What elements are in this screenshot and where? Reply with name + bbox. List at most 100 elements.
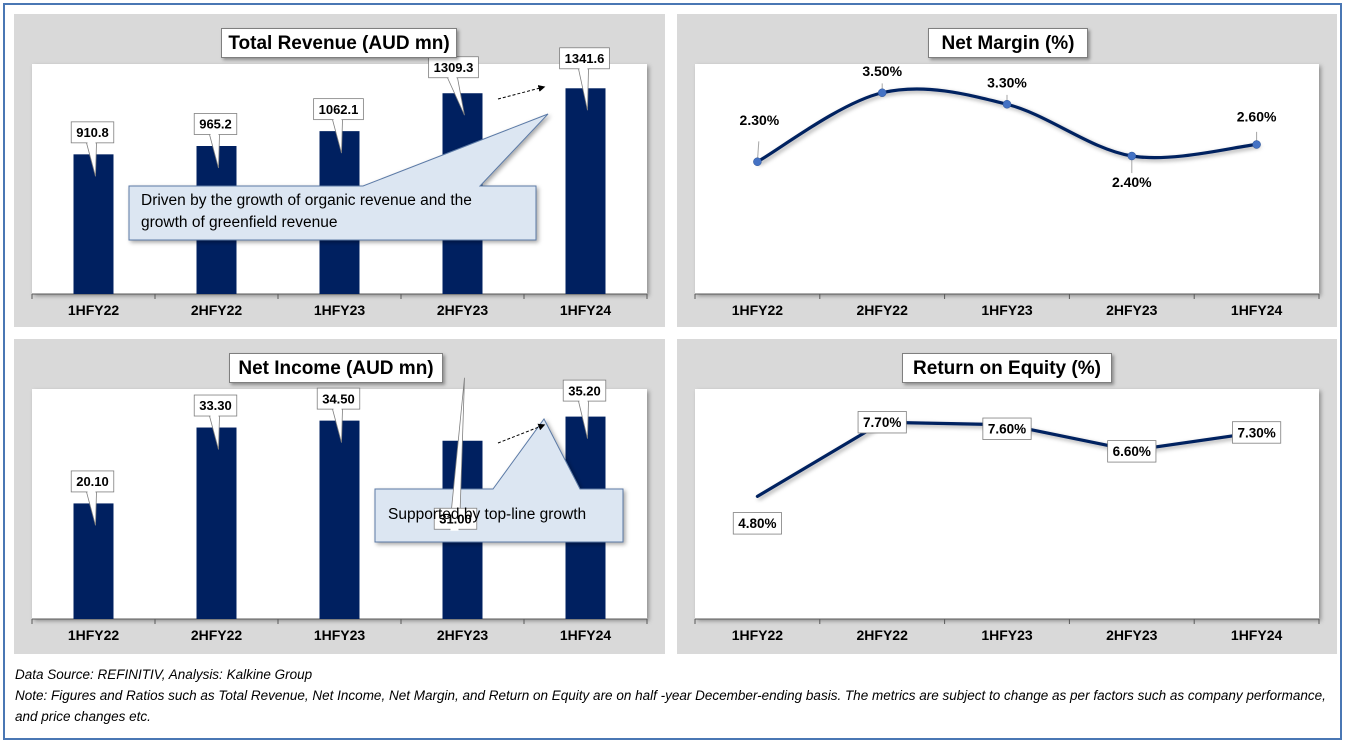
trend-arrow — [497, 423, 546, 444]
data-label-group: 4.80% — [732, 512, 782, 535]
trend-arrow — [497, 85, 546, 100]
data-label-pointer-join — [448, 76, 457, 80]
data-label: 4.80% — [738, 516, 776, 531]
x-tick-label: 2HFY22 — [857, 302, 909, 318]
x-tick-label: 1HFY23 — [981, 302, 1033, 318]
net-income-chart: 1HFY22 2HFY22 1HFY23 2HFY23 1HFY24 20.10 33.30… — [31, 377, 648, 643]
data-label-pointer-join — [579, 399, 588, 403]
data-label-box — [857, 411, 907, 434]
data-label-group: 1309.3 — [428, 56, 479, 116]
data-label: 1062.1 — [319, 102, 359, 117]
data-label-pointer-join — [210, 414, 219, 418]
data-label: 3.30% — [987, 74, 1027, 90]
data-point — [1002, 100, 1012, 109]
data-label: 33.30 — [199, 398, 232, 413]
x-tick-label: 2HFY23 — [437, 302, 489, 318]
net-income-title: Net Income (AUD mn) — [229, 353, 443, 383]
x-tick-label: 1HFY24 — [1231, 627, 1283, 643]
total-revenue-chart: 1HFY22 2HFY22 1HFY23 2HFY23 1HFY24 910.8 965.2… — [31, 47, 648, 318]
data-label: 31.00 — [439, 511, 472, 526]
bar — [196, 427, 237, 619]
x-tick-label: 1HFY22 — [68, 627, 120, 643]
data-label-pointer-join — [87, 141, 96, 145]
data-label-box — [1107, 440, 1157, 463]
x-tick-label: 2HFY23 — [1106, 302, 1158, 318]
callout-shape — [128, 113, 549, 241]
x-tick-label: 1HFY23 — [981, 627, 1033, 643]
data-source: Data Source: REFINITIV, Analysis: Kalkin… — [15, 667, 313, 682]
income-callout-text: Supported by top-line growth — [388, 506, 587, 523]
data-label-group: 7.60% — [982, 417, 1032, 440]
x-tick-label: 1HFY24 — [560, 302, 612, 318]
x-tick-label: 1HFY24 — [1231, 302, 1283, 318]
data-label-pointer-join — [579, 67, 588, 71]
x-tick-label: 1HFY23 — [314, 627, 366, 643]
footer-note: Note: Figures and Ratios such as Total R… — [15, 688, 1326, 724]
data-label-group: 33.30 — [193, 394, 238, 450]
data-label: 35.20 — [568, 383, 601, 398]
data-point — [1252, 140, 1261, 149]
data-label: 6.60% — [1113, 444, 1151, 459]
x-tick-label: 2HFY22 — [191, 627, 243, 643]
net-margin-title: Net Margin (%) — [928, 28, 1088, 58]
net-margin-panel: 1HFY22 2HFY22 1HFY23 2HFY23 1HFY24 2.30% 3.50%… — [677, 14, 1337, 327]
x-tick-label: 2HFY22 — [191, 302, 243, 318]
x-tick-label: 1HFY22 — [732, 627, 784, 643]
x-tick-label: 2HFY23 — [437, 627, 489, 643]
data-point — [753, 157, 762, 166]
data-label-group: 1062.1 — [313, 98, 364, 154]
net-income-panel: 1HFY22 2HFY22 1HFY23 2HFY23 1HFY24 20.10 33.30… — [14, 339, 665, 654]
data-label-pointer-join — [87, 490, 96, 494]
data-label-group: 7.70% — [857, 411, 907, 434]
data-label-group: 6.60% — [1107, 440, 1157, 463]
data-label-pointer-join — [450, 527, 459, 531]
data-label: 1341.6 — [565, 51, 605, 66]
data-label-pointer-join — [333, 118, 342, 122]
roe-title: Return on Equity (%) — [902, 353, 1112, 383]
data-label: 965.2 — [199, 117, 232, 132]
x-tick-label: 1HFY22 — [732, 302, 784, 318]
data-label-box — [982, 417, 1032, 440]
bar — [319, 420, 360, 619]
roe-panel: 1HFY22 2HFY22 1HFY23 2HFY23 1HFY24 4.80% 7.70%… — [677, 339, 1337, 654]
data-label-group: 20.10 — [70, 470, 115, 526]
x-tick-label: 1HFY22 — [68, 302, 120, 318]
data-point — [1127, 151, 1137, 161]
data-label: 7.70% — [863, 415, 901, 430]
data-label-group: 1341.6 — [559, 47, 610, 111]
data-label-box — [732, 512, 782, 535]
data-label-pointer-join — [333, 407, 342, 411]
data-label: 7.60% — [988, 422, 1026, 437]
data-label-box — [1232, 421, 1282, 444]
bar — [73, 154, 114, 294]
total-revenue-panel: 1HFY22 2HFY22 1HFY23 2HFY23 1HFY24 910.8 965.2… — [14, 14, 665, 327]
data-label: 1309.3 — [434, 60, 474, 75]
data-label-group: 34.50 — [316, 387, 361, 443]
data-label: 2.60% — [1237, 109, 1277, 125]
data-label-pointer-join — [210, 133, 219, 137]
data-label: 3.50% — [862, 63, 902, 79]
data-label: 2.40% — [1112, 174, 1152, 190]
data-label: 7.30% — [1237, 425, 1275, 440]
bar — [73, 503, 114, 619]
data-point — [877, 88, 887, 97]
data-label: 2.30% — [740, 112, 780, 128]
x-tick-label: 1HFY23 — [314, 302, 366, 318]
roe-chart: 1HFY22 2HFY22 1HFY23 2HFY23 1HFY24 4.80% 7.70%… — [694, 389, 1320, 643]
data-label: 34.50 — [322, 391, 355, 406]
data-label-group: 31.00 — [433, 377, 478, 531]
x-tick-label: 2HFY22 — [857, 627, 909, 643]
data-label-group: 965.2 — [193, 113, 238, 169]
data-label-group: 7.30% — [1232, 421, 1282, 444]
footer: Data Source: REFINITIV, Analysis: Kalkin… — [15, 664, 1330, 727]
data-label-group: 35.20 — [562, 379, 607, 439]
net-margin-chart: 1HFY22 2HFY22 1HFY23 2HFY23 1HFY24 2.30% 3.50%… — [694, 63, 1320, 318]
data-label: 20.10 — [76, 474, 109, 489]
bar — [565, 88, 606, 295]
x-tick-label: 2HFY23 — [1106, 627, 1158, 643]
revenue-callout-text: Driven by the growth of organic revenue … — [141, 192, 472, 231]
data-label: 910.8 — [76, 125, 109, 140]
data-label-group: 910.8 — [70, 121, 115, 177]
total-revenue-title: Total Revenue (AUD mn) — [221, 28, 457, 58]
x-tick-label: 1HFY24 — [560, 627, 612, 643]
